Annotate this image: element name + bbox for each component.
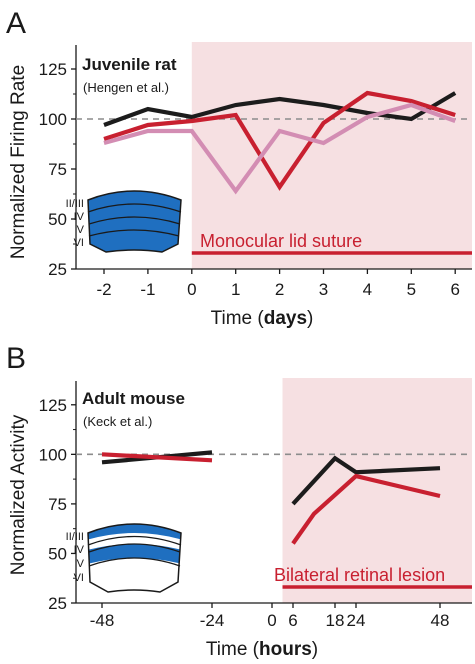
y-axis-title-b: Normalized Activity (8, 414, 29, 575)
chart-title-a: Juvenile rat (82, 55, 177, 74)
series-line-red (103, 90, 456, 191)
series-line-black (103, 91, 457, 127)
panel-label-b: B (6, 342, 26, 375)
y-tick-label: 75 (48, 160, 67, 179)
y-tick-label: 100 (39, 110, 67, 129)
layer-fill-IV (88, 544, 181, 566)
series-line-red (101, 452, 213, 463)
x-tick-label: 4 (363, 280, 372, 299)
cortex-schematic-b: II/III IV V VI (66, 523, 182, 593)
chart-subtitle-a: (Hengen et al.) (83, 80, 169, 95)
x-tick-label: 48 (431, 611, 450, 630)
x-tick-label: 0 (267, 611, 276, 630)
cortex-shape-a (87, 190, 182, 253)
layer-label: V (77, 558, 85, 570)
shaded-region-b (282, 378, 472, 603)
x-tick-label: 24 (347, 611, 366, 630)
x-tick-label: 18 (326, 611, 345, 630)
x-tick-label: -2 (96, 280, 111, 299)
layer-label: II/III (66, 198, 84, 210)
x-tick-label: 0 (187, 280, 196, 299)
y-tick-label: 25 (48, 260, 67, 279)
series-line-pink (103, 102, 456, 195)
cortex-schematic-a: II/III IV V VI (66, 190, 182, 253)
layer-boundary (88, 557, 181, 567)
shaded-region-a (191, 42, 473, 269)
x-axis-title-b: Time (hours) (206, 639, 318, 659)
series-group-b (101, 450, 441, 545)
chart-title-b: Adult mouse (82, 389, 185, 408)
layer-boundary (88, 229, 180, 237)
y-tick-label: 50 (48, 210, 67, 229)
layer-label: IV (74, 544, 85, 556)
layer-label: V (77, 224, 85, 236)
layer-label: IV (74, 211, 85, 223)
axes-b: 25 50 75 100 125 -48 -24 0 6 18 24 48 (39, 381, 472, 630)
x-tick-label: 6 (288, 611, 297, 630)
x-axis-title-a: Time (days) (211, 308, 314, 329)
chart-subtitle-b: (Keck et al.) (83, 414, 152, 429)
panel-a: A Juvenile rat (Hengen et al.) Normalize… (6, 7, 473, 329)
y-tick-label: 50 (48, 544, 67, 563)
y-axis-title-a: Normalized Firing Rate (8, 65, 29, 259)
axes-a: 25 50 75 100 125 -2 -1 0 1 2 3 4 5 6 (39, 45, 472, 299)
panel-label-a: A (6, 7, 26, 40)
series-line-black (291, 455, 441, 506)
panel-b: B Adult mouse (Keck et al.) Normalized A… (6, 342, 472, 660)
layer-boundary (87, 535, 182, 546)
x-tick-label: 1 (231, 280, 240, 299)
x-tick-label: -24 (200, 611, 225, 630)
layer-label: II/III (66, 531, 84, 543)
x-tick-label: 5 (407, 280, 416, 299)
layer-label: VI (74, 572, 84, 584)
x-tick-label: 3 (319, 280, 328, 299)
series-line-red (291, 473, 441, 545)
series-group-a (103, 90, 457, 195)
layer-boundary (88, 216, 181, 225)
layer-boundary (88, 543, 181, 553)
layer-label: VI (74, 237, 84, 249)
y-tick-label: 100 (39, 445, 67, 464)
y-tick-label: 125 (39, 60, 67, 79)
x-tick-label: 2 (275, 280, 284, 299)
layer-boundary (87, 203, 182, 213)
x-tick-label: -48 (90, 611, 115, 630)
annotation-b: Bilateral retinal lesion (274, 565, 445, 585)
cortex-shape-b (87, 523, 182, 593)
x-tick-label: 6 (450, 280, 459, 299)
annotation-a: Monocular lid suture (200, 231, 362, 251)
y-tick-label: 75 (48, 495, 67, 514)
y-tick-label: 25 (48, 594, 67, 613)
y-tick-label: 125 (39, 396, 67, 415)
x-tick-label: -1 (140, 280, 155, 299)
